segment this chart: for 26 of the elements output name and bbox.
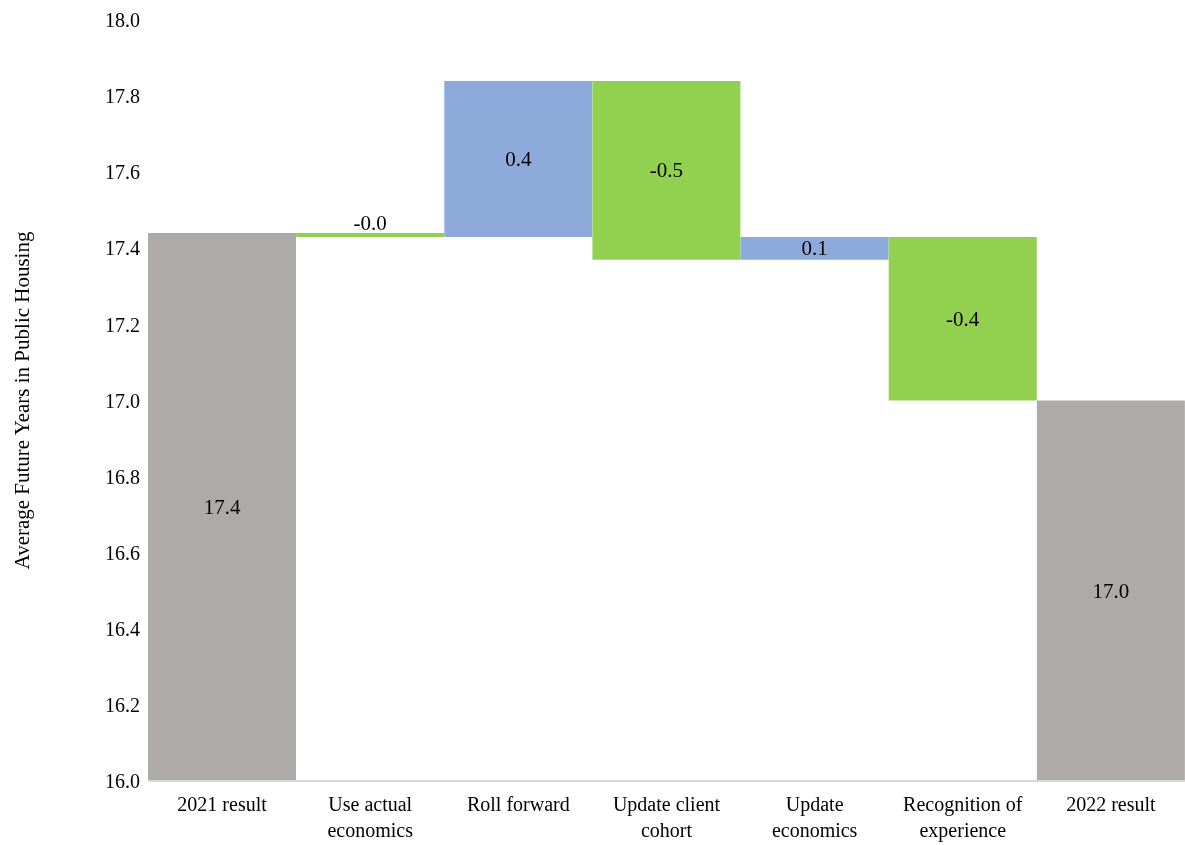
y-tick-label: 17.0 — [105, 389, 140, 412]
data-label: 17.4 — [203, 495, 241, 520]
y-tick-label: 16.0 — [105, 770, 140, 793]
y-tick-label: 17.8 — [105, 85, 140, 108]
y-tick-label: 17.6 — [105, 161, 140, 184]
y-tick-label: 17.2 — [105, 313, 140, 336]
x-tick-label: 2022 result — [1066, 793, 1157, 815]
y-tick-label: 16.8 — [105, 465, 140, 488]
y-tick-label: 16.4 — [105, 617, 140, 640]
x-tick-label: Update client cohort — [612, 793, 721, 841]
data-label: -0.0 — [353, 211, 387, 236]
data-label: 0.1 — [801, 236, 828, 261]
data-label: 17.0 — [1092, 578, 1130, 603]
y-tick-label: 17.4 — [105, 237, 140, 260]
x-tick-label: Roll forward — [466, 793, 570, 815]
y-tick-label: 16.2 — [105, 694, 140, 716]
y-tick-label: 18.0 — [105, 9, 140, 32]
y-tick-label: 16.6 — [105, 541, 140, 564]
x-tick-label: Use actual economics — [327, 793, 414, 841]
y-axis-title: Average Future Years in Public Housing — [10, 231, 35, 570]
x-tick-label: Recognition of experience — [903, 793, 1023, 842]
x-tick-label: Update economics — [771, 793, 858, 841]
data-label: -0.5 — [649, 158, 684, 183]
data-label: -0.4 — [946, 306, 980, 331]
data-label: 0.4 — [505, 146, 532, 171]
x-tick-label: 2021 result — [177, 793, 268, 815]
